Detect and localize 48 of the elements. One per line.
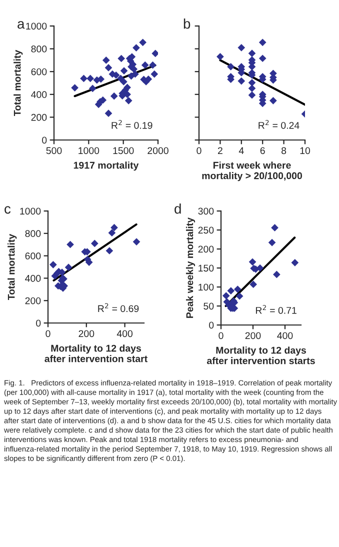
x-tick-label: 8: [282, 147, 286, 154]
annotation: R$^{2}$ = 0.19: [112, 120, 152, 129]
text: d: [174, 204, 181, 214]
x-tick-label: 400: [116, 330, 133, 338]
y-tick-label: 200: [25, 297, 41, 304]
y-tick-label: 250: [198, 226, 214, 234]
text: a: [18, 21, 25, 29]
y-axis-title: Total mortality: [14, 50, 23, 116]
y-tick-label: 50: [204, 302, 214, 310]
y-tick-label: 800: [25, 230, 41, 238]
x-tick-label: 500: [46, 147, 62, 154]
y-axis-title: Peak weekly mortality: [186, 218, 196, 318]
annotation: R$^{2}$ = 0.69: [98, 303, 139, 312]
x-tick-label: 1000: [78, 147, 100, 154]
x-tick-label: 10: [300, 147, 310, 154]
y-tick-label: 0: [209, 322, 214, 329]
y-tick-label: 600: [31, 68, 47, 76]
x-tick-label: 0: [218, 332, 224, 340]
x-tick-label: 1500: [113, 147, 134, 154]
y-tick-label: 1000: [20, 208, 41, 215]
x-tick-label: 200: [245, 332, 261, 340]
y-tick-label: 100: [198, 284, 214, 291]
x-tick-label: 2000: [148, 147, 168, 154]
x-tick-label: 400: [277, 332, 293, 340]
y-tick-label: 0: [36, 320, 41, 327]
annotation: R$^{2}$ = 0.71: [256, 304, 296, 314]
y-tick-label: 200: [31, 114, 47, 121]
x-axis-title: 1917 mortality: [74, 162, 139, 171]
x-tick-label: 4: [238, 147, 244, 154]
y-tick-label: 0: [42, 136, 47, 144]
y-tick-label: 400: [25, 274, 41, 282]
y-tick-label: 150: [198, 264, 214, 272]
x-tick-label: 200: [78, 330, 94, 338]
x-tick-label: 6: [260, 147, 265, 154]
x-axis-title: Mortality to 12 days after intervention start: [44, 344, 148, 362]
y-tick-label: 600: [25, 252, 41, 260]
annotation: R$^{2}$ = 0.24: [258, 120, 300, 129]
x-tick-label: 2: [218, 147, 222, 154]
x-axis-title: First week where mortality > 20/100,000: [202, 162, 302, 182]
y-axis-title: Total mortality: [8, 234, 17, 300]
y-tick-label: 800: [31, 46, 47, 52]
text: c: [4, 206, 11, 214]
y-tick-label: 400: [31, 91, 47, 98]
x-axis-title: Mortality to 12 days after intervention starts: [206, 346, 315, 364]
y-tick-label: 200: [198, 246, 214, 253]
y-tick-label: 1000: [26, 22, 47, 30]
text: b: [184, 18, 190, 29]
y-tick-label: 300: [198, 208, 214, 215]
